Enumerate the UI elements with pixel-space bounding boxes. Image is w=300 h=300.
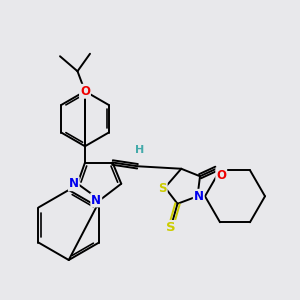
Text: O: O [216, 169, 226, 182]
Text: S: S [167, 221, 176, 234]
Text: H: H [135, 145, 145, 155]
Text: N: N [91, 194, 101, 206]
Text: N: N [69, 177, 79, 190]
Text: S: S [158, 182, 167, 195]
Text: N: N [194, 190, 204, 203]
Text: O: O [80, 85, 90, 98]
